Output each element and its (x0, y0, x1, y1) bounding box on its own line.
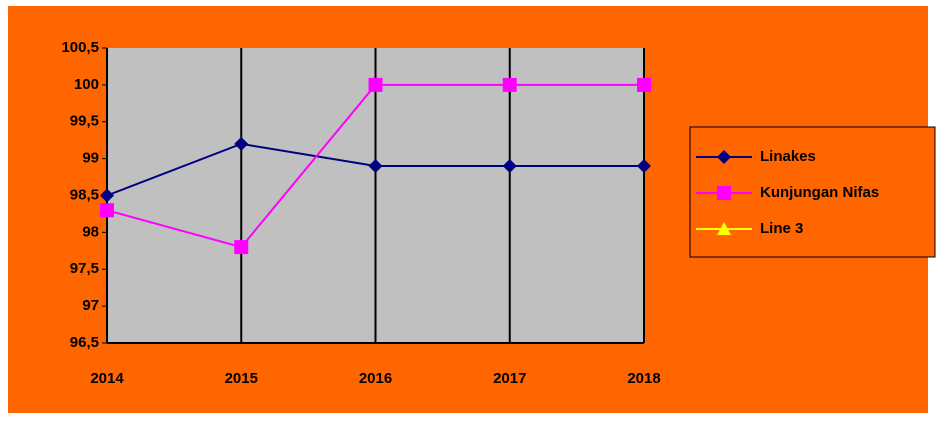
x-tick-label: 2015 (225, 370, 258, 387)
y-tick-label: 100 (74, 76, 99, 93)
y-tick-label: 98 (82, 223, 99, 240)
legend-label: Linakes (760, 148, 816, 165)
y-tick-label: 99 (82, 150, 99, 167)
y-tick-label: 97 (82, 297, 99, 314)
data-point (100, 188, 114, 203)
data-point (234, 240, 249, 255)
y-tick-label: 99,5 (70, 113, 99, 130)
legend-label: Kunjungan Nifas (760, 184, 879, 201)
data-point (637, 159, 651, 173)
x-tick-label: 2014 (90, 370, 124, 387)
legend-label: Line 3 (760, 220, 803, 237)
data-point (502, 77, 517, 92)
legend-marker (717, 150, 731, 164)
x-tick-label: 2016 (359, 370, 392, 387)
legend-marker (717, 186, 731, 200)
x-tick-label: 2017 (493, 370, 526, 387)
data-point (234, 136, 249, 151)
y-tick-label: 97,5 (70, 260, 99, 277)
data-point (100, 203, 114, 218)
legend-marker (717, 222, 731, 235)
x-tick-label: 2018 (627, 370, 660, 387)
data-point (368, 77, 383, 92)
y-tick-label: 96,5 (70, 334, 99, 351)
data-point (502, 159, 517, 173)
y-tick-label: 100,5 (61, 39, 99, 56)
data-point (637, 77, 651, 92)
y-tick-label: 98,5 (70, 186, 99, 203)
data-point (368, 159, 383, 173)
